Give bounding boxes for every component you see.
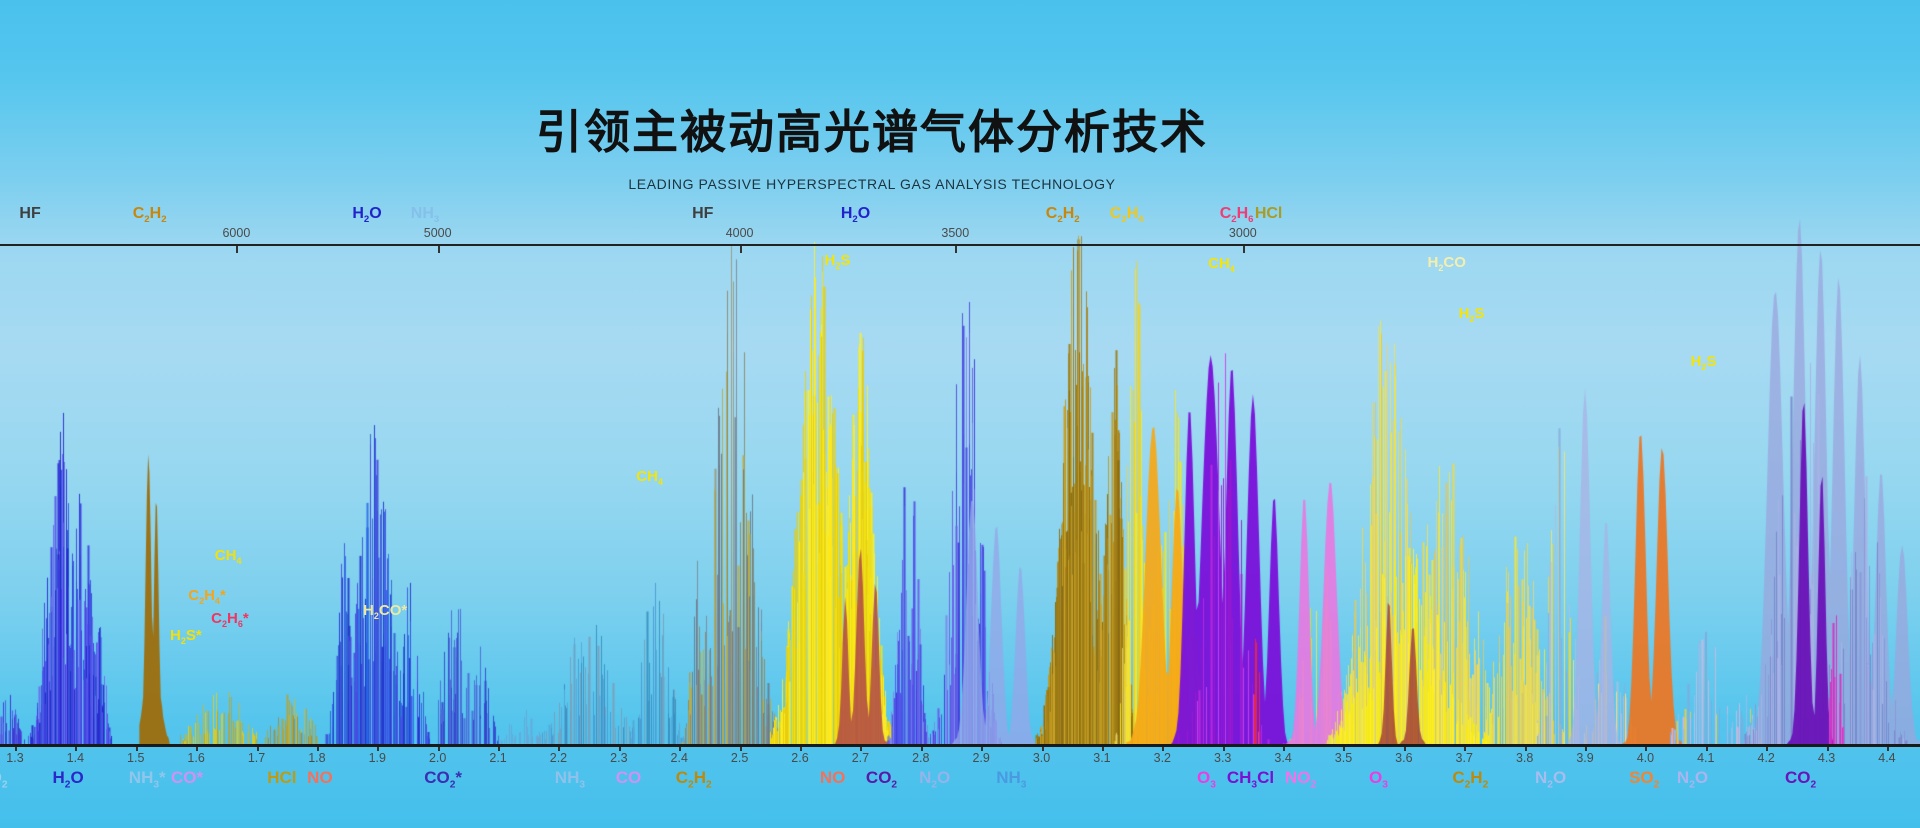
page-title: 引领主被动高光谱气体分析技术 xyxy=(536,106,1208,158)
bottom-axis-line xyxy=(0,744,1920,747)
page-subtitle: LEADING PASSIVE HYPERSPECTRAL GAS ANALYS… xyxy=(628,176,1116,192)
top-axis-line xyxy=(0,244,1920,246)
page-heading: 引领主被动高光谱气体分析技术 LEADING PASSIVE HYPERSPEC… xyxy=(0,96,1744,192)
